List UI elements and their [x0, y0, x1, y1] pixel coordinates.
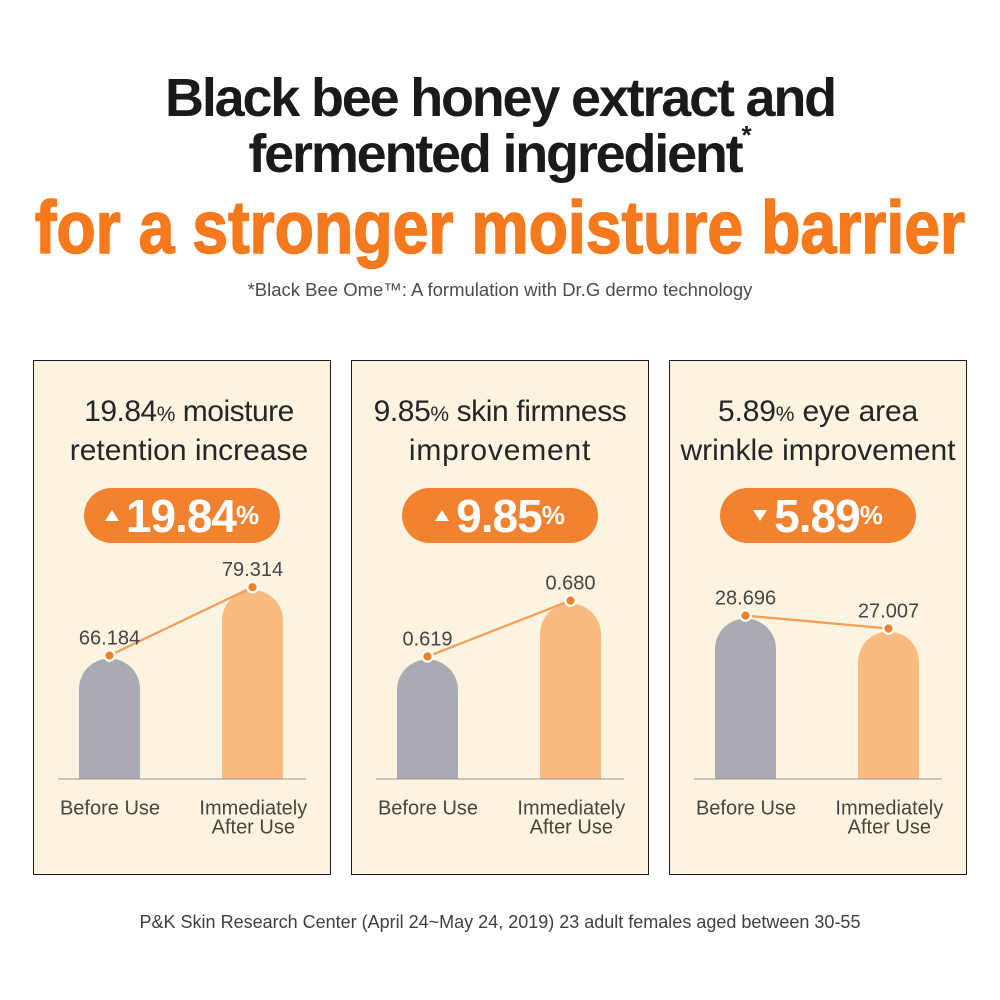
- svg-text:Before Use: Before Use: [59, 797, 159, 819]
- svg-text:66.184: 66.184: [78, 627, 139, 649]
- svg-text:Before Use: Before Use: [695, 797, 795, 819]
- svg-text:28.696: 28.696: [714, 587, 775, 609]
- svg-text:0.619: 0.619: [402, 628, 452, 650]
- svg-text:After Use: After Use: [847, 816, 930, 838]
- svg-text:79.314: 79.314: [221, 559, 282, 581]
- svg-text:Before Use: Before Use: [377, 797, 477, 819]
- svg-text:After Use: After Use: [529, 816, 612, 838]
- svg-text:Immediately: Immediately: [517, 797, 625, 819]
- svg-text:27.007: 27.007: [857, 600, 918, 622]
- svg-text:Immediately: Immediately: [199, 797, 307, 819]
- svg-text:0.680: 0.680: [545, 572, 595, 594]
- svg-text:Immediately: Immediately: [835, 797, 943, 819]
- svg-text:After Use: After Use: [211, 816, 294, 838]
